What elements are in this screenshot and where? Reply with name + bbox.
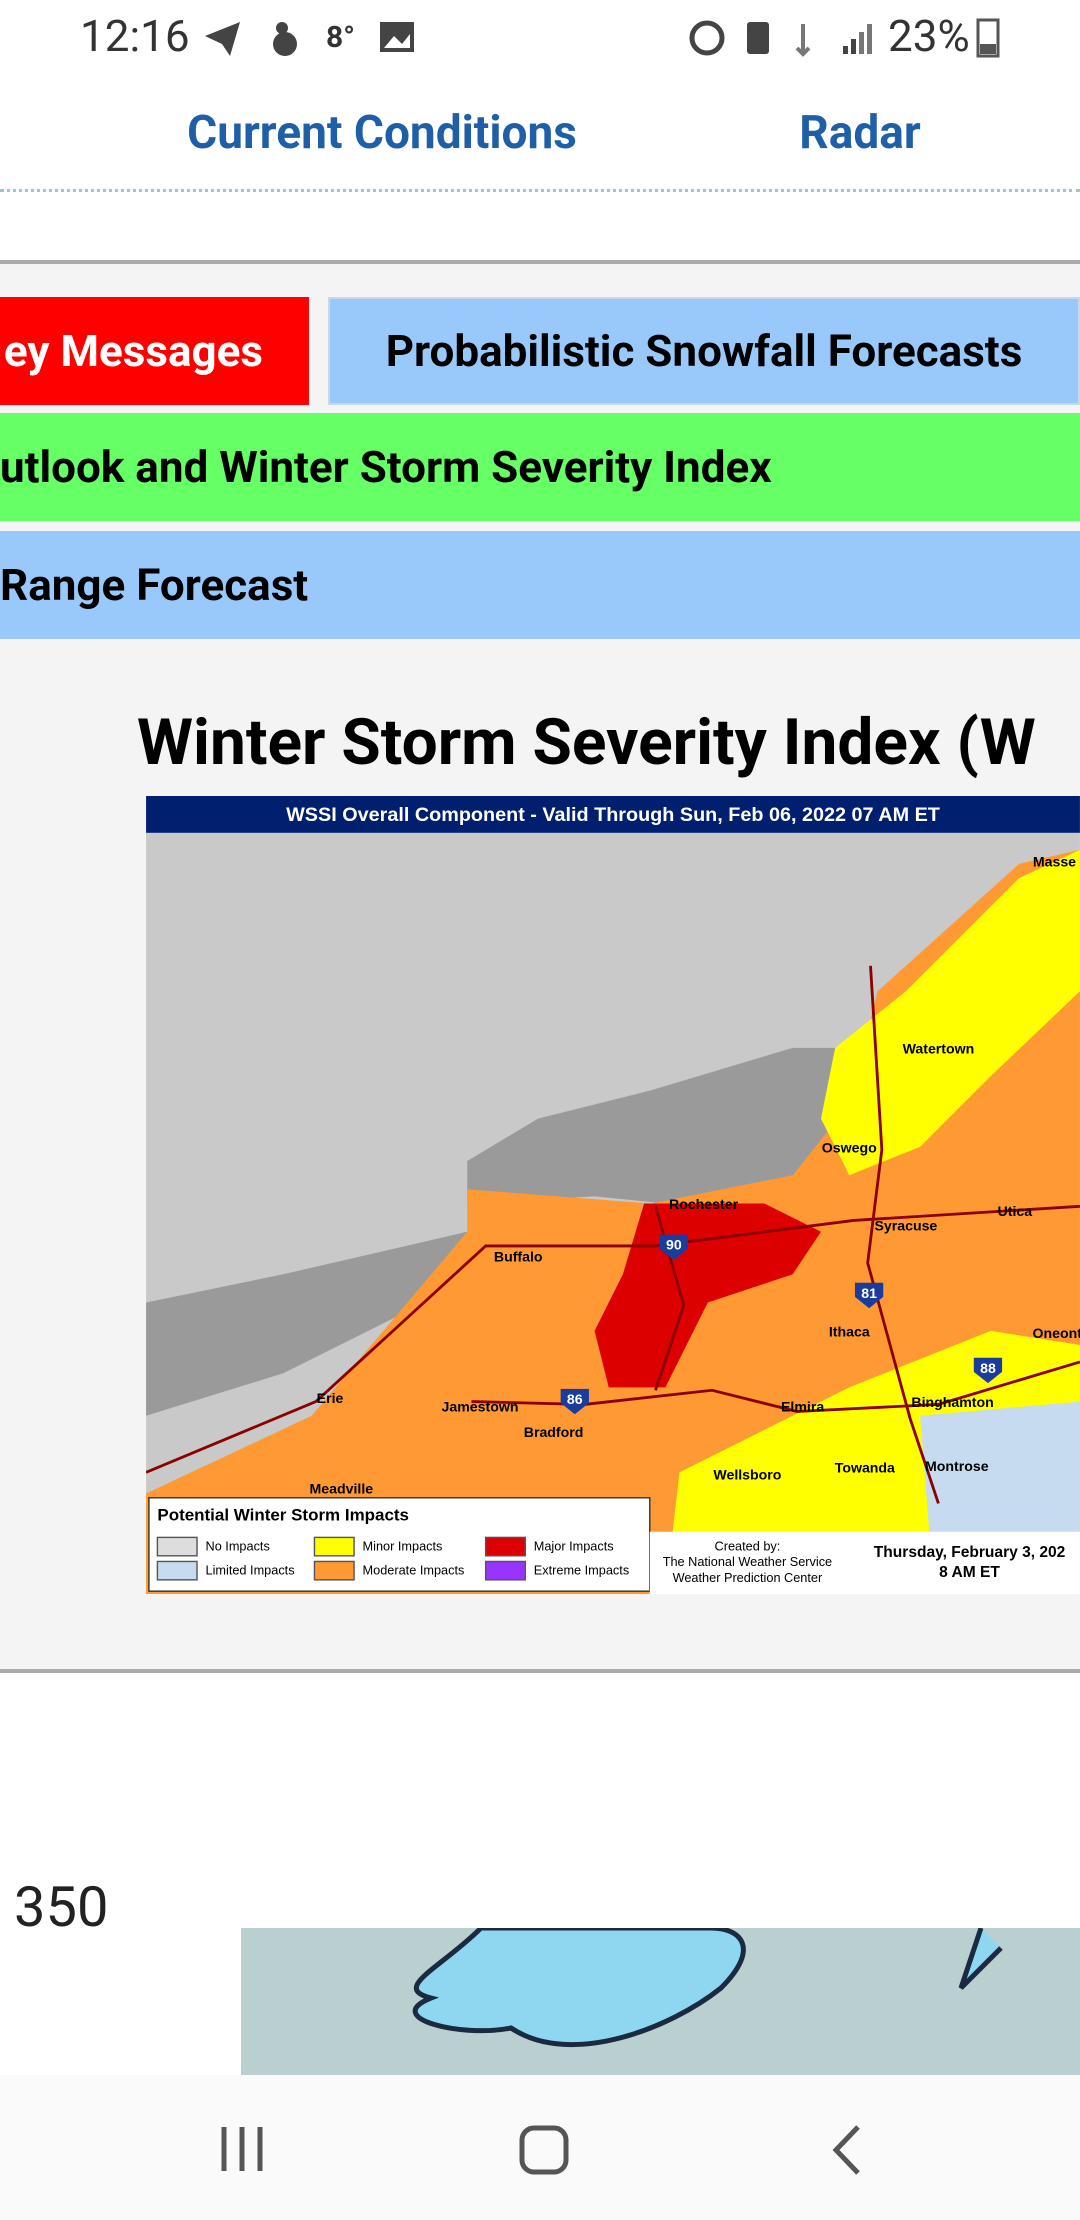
city-label: Bradford [524,1424,584,1440]
tab-label: Range Forecast [0,559,309,611]
city-label: Wellsboro [713,1466,781,1482]
tab[interactable]: ey Messages [0,297,309,405]
city-label: Jamestown [442,1398,519,1414]
status-icons-right [689,20,872,57]
map-credit: Created by: [715,1539,781,1554]
legend-item: No Impacts [206,1539,270,1554]
system-nav-buttons [221,2125,860,2175]
nav-divider [0,189,1080,192]
map-issued: 8 AM ET [939,1564,1000,1581]
tab-label: Probabilistic Snowfall Forecasts [385,325,1023,377]
city-label: Oswego [822,1140,877,1156]
city-label: Binghamton [911,1394,993,1410]
tab[interactable]: Probabilistic Snowfall Forecasts [328,297,1080,405]
city-label: Oneont [1033,1325,1080,1341]
city-label: Meadville [310,1481,374,1497]
city-label: Elmira [781,1398,824,1414]
city-label: Masse [1033,854,1076,870]
status-time: 12:16 [80,10,190,62]
status-temperature: 8° [326,20,355,55]
map-header: WSSI Overall Component - Valid Through S… [286,804,940,826]
legend-item: Major Impacts [534,1539,614,1554]
city-label: Syracuse [874,1217,937,1233]
map-credit: The National Weather Service [663,1554,832,1569]
map-credit: Weather Prediction Center [673,1570,823,1585]
system-nav [0,2075,1080,2220]
map-preview [241,1928,1080,2075]
highway-shield: 86 [567,1391,583,1407]
section-title: Winter Storm Severity Index (W [137,705,1036,780]
nav-link[interactable]: Current Conditions [187,106,577,160]
city-label: Rochester [669,1196,739,1212]
highway-shield: 90 [666,1237,682,1253]
status-icons [205,22,414,56]
city-label: Erie [317,1390,344,1406]
highway-shield: 81 [861,1285,877,1301]
highway-shield: 88 [980,1360,996,1376]
legend-item: Extreme Impacts [534,1563,629,1578]
tab[interactable]: utlook and Winter Storm Severity Index [0,413,1080,521]
legend-item: Minor Impacts [363,1539,443,1554]
legend-title: Potential Winter Storm Impacts [157,1506,409,1525]
tab-label: ey Messages [3,325,263,377]
home-button[interactable] [519,2125,569,2175]
recents-button[interactable] [221,2127,263,2171]
legend-item: Moderate Impacts [363,1563,465,1578]
wssi-map: WSSI Overall Component - Valid Through S… [146,796,1080,1594]
city-label: Utica [998,1203,1033,1219]
back-button[interactable] [832,2125,860,2175]
battery-icon [976,18,1000,58]
city-label: Ithaca [829,1323,870,1339]
status-battery: 23% [888,10,970,62]
map-issued: Thursday, February 3, 202 [874,1544,1066,1561]
city-label: Buffalo [494,1249,543,1265]
tab[interactable]: Range Forecast [0,531,1080,639]
city-label: Montrose [925,1458,989,1474]
nav-link[interactable]: Radar [799,106,921,160]
tab-label: utlook and Winter Storm Severity Index [0,441,772,493]
legend-item: Limited Impacts [206,1563,295,1578]
city-label: Watertown [903,1041,975,1057]
axis-tick-label: 350 [14,1874,109,1940]
city-label: Towanda [835,1459,895,1475]
